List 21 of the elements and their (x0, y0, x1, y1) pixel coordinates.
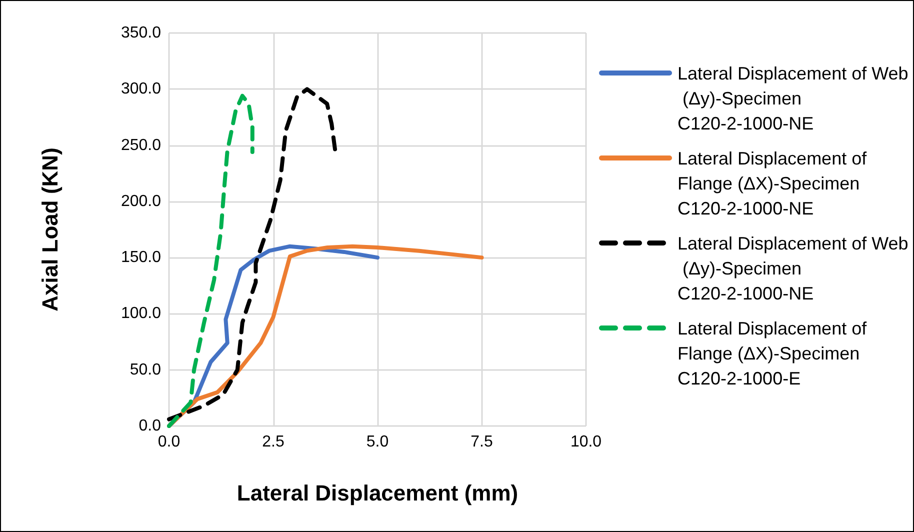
legend-label: Lateral Displacement of Flange (ΔX)-Specimen C120-2-1000-NE (678, 148, 872, 218)
line-series (167, 94, 254, 428)
x-axis-title: Lateral Displacement (mm) (236, 480, 518, 506)
legend-label: Lateral Displacement of Flange (ΔX)-Specimen C120-2-1000-E (678, 318, 872, 388)
line-series (167, 87, 338, 422)
y-axis-title: Axial Load (KN) (38, 148, 62, 312)
x-tick-label: 10.0 (570, 434, 602, 450)
y-tick-label: 100.0 (120, 305, 162, 322)
legend-label: Lateral Displacement of Web (Δy)-Specimen C120-2-1000-NE (678, 234, 908, 304)
legend-label: Lateral Displacement of Web (Δy)-Specimen C120-2-1000-NE (678, 64, 908, 134)
x-tick-label: 5.0 (366, 434, 389, 450)
y-tick-label: 0.0 (138, 418, 162, 434)
y-tick-label: 350.0 (120, 24, 162, 42)
y-tick-label: 300.0 (120, 80, 162, 98)
y-tick-label: 150.0 (120, 249, 162, 266)
x-tick-label: 7.5 (470, 434, 493, 450)
y-tick-label: 200.0 (120, 192, 162, 210)
y-tick-label: 50.0 (130, 361, 162, 378)
y-tick-label: 250.0 (120, 136, 162, 154)
x-tick-label: 0.0 (158, 434, 180, 450)
x-tick-label: 2.5 (262, 434, 284, 450)
